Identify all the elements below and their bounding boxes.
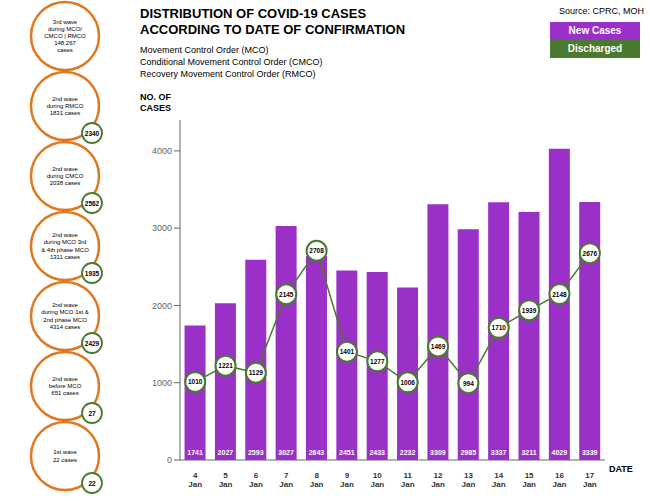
svg-text:2451: 2451 [339,449,355,456]
svg-text:27: 27 [88,410,96,417]
svg-text:3309: 3309 [430,449,446,456]
svg-text:3211: 3211 [521,449,536,456]
svg-text:14Jan: 14Jan [492,471,506,489]
svg-text:1000: 1000 [152,378,172,388]
svg-text:7Jan: 7Jan [279,471,293,489]
svg-text:2148: 2148 [552,291,567,298]
svg-text:3027: 3027 [278,449,294,456]
svg-text:2145: 2145 [279,291,294,298]
svg-text:3339: 3339 [582,449,598,456]
svg-text:4029: 4029 [552,449,568,456]
svg-text:2232: 2232 [400,449,416,456]
svg-text:1710: 1710 [492,324,507,331]
svg-text:2000: 2000 [152,301,172,311]
svg-text:4Jan: 4Jan [188,471,202,489]
svg-text:2nd wavebefore MCO651 cases: 2nd wavebefore MCO651 cases [49,376,82,396]
svg-text:1221: 1221 [218,362,233,369]
svg-text:17Jan: 17Jan [583,471,597,489]
html-text:Source: CPRC, MOH: Source: CPRC, MOH [559,6,644,16]
svg-text:2562: 2562 [85,200,100,207]
svg-text:3000: 3000 [152,223,172,233]
svg-text:2593: 2593 [248,449,264,456]
html-text:Movement Control Order (MCO): Movement Control Order (MCO) [140,45,269,55]
svg-text:2985: 2985 [460,449,476,456]
svg-text:1277: 1277 [370,358,385,365]
svg-text:2027: 2027 [218,449,234,456]
svg-text:9Jan: 9Jan [340,471,354,489]
svg-text:1129: 1129 [249,369,263,376]
svg-text:1010: 1010 [188,378,203,385]
svg-text:1st wave22 cases: 1st wave22 cases [53,449,78,462]
html-text:DISTRIBUTION OF COVID-19 CASES: DISTRIBUTION OF COVID-19 CASES [140,6,367,21]
svg-text:1935: 1935 [85,270,100,277]
svg-text:0: 0 [167,455,172,465]
svg-text:6Jan: 6Jan [249,471,263,489]
html-text:Discharged: Discharged [567,43,623,54]
svg-text:2429: 2429 [85,340,100,347]
svg-text:1006: 1006 [400,379,415,386]
svg-text:2708: 2708 [309,247,324,254]
svg-text:1939: 1939 [522,307,537,314]
svg-text:3337: 3337 [491,449,507,456]
svg-text:15Jan: 15Jan [522,471,536,489]
svg-text:10Jan: 10Jan [370,471,384,489]
svg-text:2643: 2643 [309,449,325,456]
svg-text:2340: 2340 [85,130,100,137]
html-text:Conditional Movement Control O: Conditional Movement Control Order (CMCO… [140,57,323,67]
html-text:NO. OF: NO. OF [140,92,171,102]
svg-text:5Jan: 5Jan [219,471,233,489]
svg-text:2nd waveduring RMCO1831 cases: 2nd waveduring RMCO1831 cases [47,96,84,116]
svg-text:2nd waveduring CMCO2038 cases: 2nd waveduring CMCO2038 cases [47,166,84,186]
html-text:ACCORDING TO DATE OF CONFIRMAT: ACCORDING TO DATE OF CONFIRMATION [140,22,405,37]
svg-text:22: 22 [88,480,96,487]
svg-text:1469: 1469 [431,343,446,350]
svg-text:11Jan: 11Jan [401,471,415,489]
html-text:CASES: CASES [140,103,171,113]
svg-text:1741: 1741 [187,449,203,456]
html-text:Recovery Movement Control Orde: Recovery Movement Control Order (RMCO) [140,69,316,79]
svg-text:2nd waveduring MCO 1st &2nd ph: 2nd waveduring MCO 1st &2nd phase MCO431… [41,302,89,330]
html-text:New Cases: New Cases [568,25,622,36]
svg-text:12Jan: 12Jan [431,471,445,489]
svg-text:3rd waveduring MCO/CMCO | RMCO: 3rd waveduring MCO/CMCO | RMCO148,267cas… [44,19,86,54]
svg-text:2676: 2676 [583,250,598,257]
svg-text:16Jan: 16Jan [553,471,567,489]
html-text:DATE: DATE [609,464,633,474]
svg-text:4000: 4000 [152,146,172,156]
svg-text:994: 994 [463,380,474,387]
svg-text:1401: 1401 [340,348,355,355]
svg-text:8Jan: 8Jan [310,471,324,489]
svg-text:2nd waveduring MCO 3rd& 4th ph: 2nd waveduring MCO 3rd& 4th phase MCO131… [41,232,89,260]
svg-text:2433: 2433 [369,449,385,456]
svg-text:13Jan: 13Jan [461,471,475,489]
